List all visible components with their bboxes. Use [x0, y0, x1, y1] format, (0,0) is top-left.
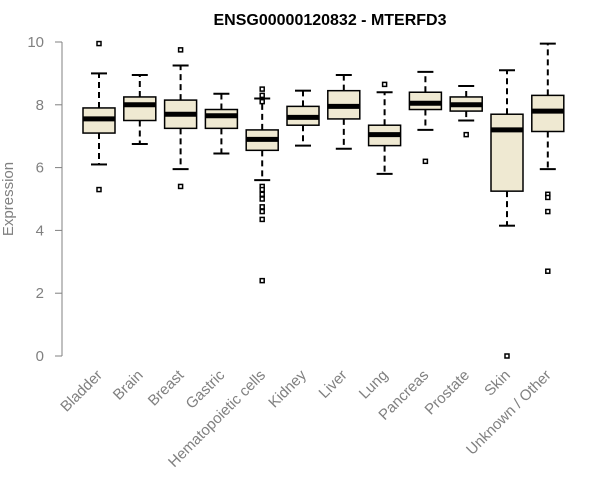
box-group [449, 84, 483, 138]
outlier-point [504, 353, 510, 359]
outlier-point [381, 81, 388, 88]
box-group [408, 70, 443, 165]
box-group [327, 73, 361, 150]
outlier-point [545, 268, 551, 274]
x-category-label: Liver [316, 367, 351, 402]
x-category-label: Brain [110, 367, 147, 404]
y-tick-label: 6 [36, 160, 44, 177]
chart-title: ENSG00000120832 - MTERFD3 [214, 12, 447, 29]
x-category-label: Lung [356, 367, 392, 403]
outlier-point [463, 131, 469, 138]
outlier-point [96, 186, 102, 193]
box [204, 108, 239, 130]
box-group [490, 69, 524, 359]
outlier-point [259, 204, 265, 210]
outlier-point [259, 277, 265, 284]
y-tick-label: 8 [36, 97, 44, 114]
outlier-point [259, 191, 265, 198]
x-category-label: Breast [145, 366, 188, 409]
x-category-label: Kidney [265, 366, 310, 411]
outlier-point [259, 216, 265, 223]
outlier-point [545, 208, 551, 215]
box [123, 96, 157, 122]
outlier-point [259, 208, 265, 215]
box-group [82, 40, 116, 193]
y-tick-label: 2 [36, 285, 44, 302]
outlier-point [177, 183, 184, 190]
y-axis: 0 2 4 6 8 10 [27, 34, 63, 365]
outlier-point [96, 40, 102, 47]
outlier-point [422, 158, 429, 165]
box-group [163, 47, 198, 190]
box-group [245, 86, 279, 284]
box [490, 113, 524, 192]
box-group [204, 92, 239, 155]
y-axis-title: Expression [0, 162, 17, 236]
box-group [286, 89, 320, 147]
x-category-label: Prostate [421, 367, 473, 419]
outlier-point [259, 98, 265, 105]
y-tick-label: 4 [36, 222, 44, 239]
x-category-label: Bladder [57, 367, 106, 416]
outlier-point [177, 47, 184, 53]
outlier-point [259, 186, 265, 193]
box-group [531, 42, 565, 274]
outlier-point [545, 194, 551, 201]
outlier-point [259, 92, 265, 99]
x-category-label: Skin [481, 367, 514, 400]
box-group [367, 81, 402, 175]
outlier-point [259, 196, 265, 202]
outlier-point [259, 86, 265, 92]
box-group [123, 73, 157, 146]
boxes-layer [82, 40, 565, 359]
y-tick-label: 10 [27, 34, 44, 51]
y-tick-label: 0 [36, 348, 44, 365]
